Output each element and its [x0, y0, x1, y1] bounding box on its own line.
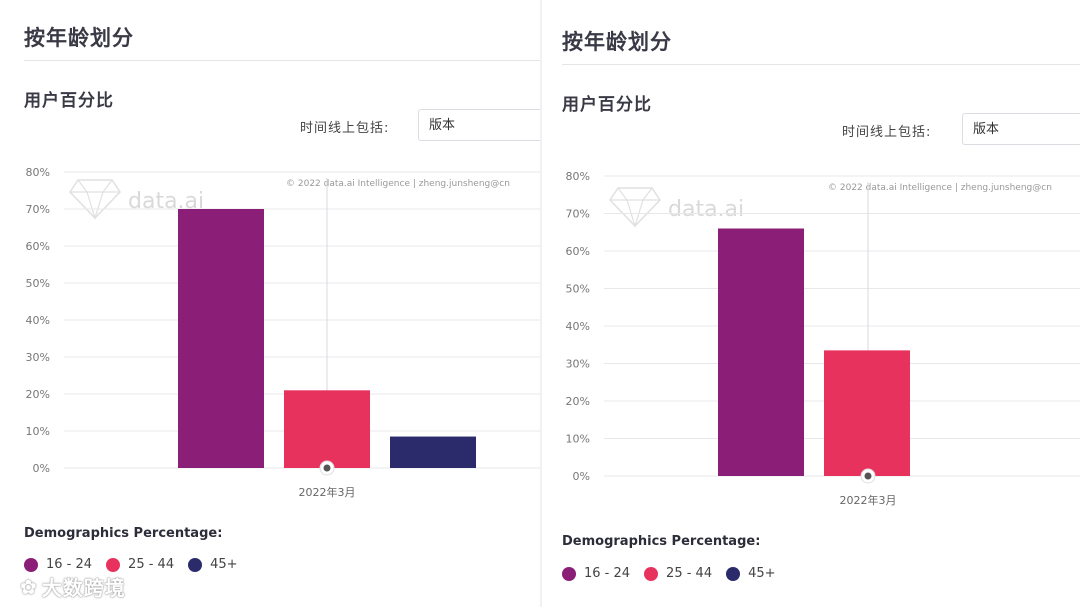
legend-title: Demographics Percentage: — [562, 534, 761, 549]
diamond-logo-icon — [69, 179, 121, 220]
section-title: 按年龄划分 — [562, 30, 672, 54]
bar-25-44[interactable] — [824, 350, 910, 476]
left-panel: 按年龄划分 用户百分比 时间线上包括: 版本 data.ai © 2022 dat… — [24, 26, 540, 572]
y-tick-label: 50% — [26, 277, 50, 290]
legend-title: Demographics Percentage: — [24, 526, 223, 541]
legend-item-45-plus[interactable]: 45+ — [726, 566, 776, 581]
legend-item-25-44[interactable]: 25 - 44 — [106, 557, 174, 572]
diamond-logo-icon — [609, 187, 661, 228]
timeline-filter-select[interactable]: 版本 — [418, 109, 540, 141]
chart-subtitle: 用户百分比 — [562, 95, 652, 115]
y-tick-label: 20% — [26, 388, 50, 401]
panel-divider — [540, 0, 542, 607]
y-tick-label: 0% — [573, 470, 590, 483]
watermark-text: data.ai — [668, 197, 744, 222]
data-ai-watermark: data.ai — [609, 187, 744, 229]
y-tick-label: 60% — [26, 240, 50, 253]
y-tick-label: 80% — [26, 166, 50, 179]
y-tick-label: 30% — [566, 358, 590, 371]
bar-45plus[interactable] — [390, 436, 476, 468]
x-tick-label: 2022年3月 — [299, 485, 356, 499]
legend-dot — [726, 566, 741, 581]
x-tick-label: 2022年3月 — [840, 493, 897, 507]
y-tick-label: 40% — [566, 320, 590, 333]
legend-item-16-24[interactable]: 16 - 24 — [562, 566, 630, 581]
chart-subtitle: 用户百分比 — [24, 91, 114, 111]
y-tick-label: 70% — [566, 208, 590, 221]
section-divider — [562, 64, 1080, 65]
legend-item-45-plus[interactable]: 45+ — [188, 557, 238, 572]
legend-dot — [644, 566, 659, 581]
section-title: 按年龄划分 — [24, 26, 134, 50]
y-tick-label: 60% — [566, 245, 590, 258]
y-tick-label: 20% — [566, 395, 590, 408]
bar-16-24[interactable] — [178, 209, 264, 468]
brand-watermark: ✿ 大数跨境 — [20, 574, 126, 601]
brand-logo-icon: ✿ — [20, 574, 38, 599]
bar-16-24[interactable] — [718, 228, 804, 477]
copyright-text: © 2022 data.ai Intelligence | zheng.juns… — [828, 183, 1052, 193]
crosshair-dot — [864, 472, 872, 480]
legend-dot — [106, 557, 121, 572]
y-tick-label: 30% — [26, 351, 50, 364]
y-tick-label: 70% — [26, 203, 50, 216]
y-tick-label: 50% — [566, 283, 590, 296]
legend-dot — [188, 557, 203, 572]
bar-25-44[interactable] — [284, 390, 370, 468]
section-divider — [24, 60, 540, 61]
legend: 16 - 24 25 - 44 45+ — [562, 566, 790, 581]
timeline-filter-label: 时间线上包括: — [842, 125, 932, 140]
legend-item-16-24[interactable]: 16 - 24 — [24, 557, 92, 572]
y-tick-label: 80% — [566, 170, 590, 183]
y-tick-label: 10% — [566, 433, 590, 446]
age-bar-chart: data.ai © 2022 data.ai Intelligence | zhe… — [566, 170, 1080, 507]
y-tick-label: 0% — [33, 462, 50, 475]
legend: 16 - 24 25 - 44 45+ — [24, 557, 252, 572]
timeline-filter-label: 时间线上包括: — [300, 121, 390, 136]
timeline-filter-select[interactable]: 版本 — [962, 113, 1080, 145]
age-bar-chart: data.ai© 2022 data.ai Intelligence | zhe… — [26, 166, 540, 499]
y-tick-label: 10% — [26, 425, 50, 438]
y-tick-label: 40% — [26, 314, 50, 327]
crosshair-dot — [323, 464, 331, 472]
right-panel: 按年龄划分 用户百分比 时间线上包括: 版本 data.ai © 2022 dat… — [542, 0, 1080, 607]
copyright-text: © 2022 data.ai Intelligence | zheng.juns… — [286, 179, 510, 189]
legend-dot — [24, 557, 38, 572]
legend-item-25-44[interactable]: 25 - 44 — [644, 566, 712, 581]
legend-dot — [562, 566, 576, 581]
